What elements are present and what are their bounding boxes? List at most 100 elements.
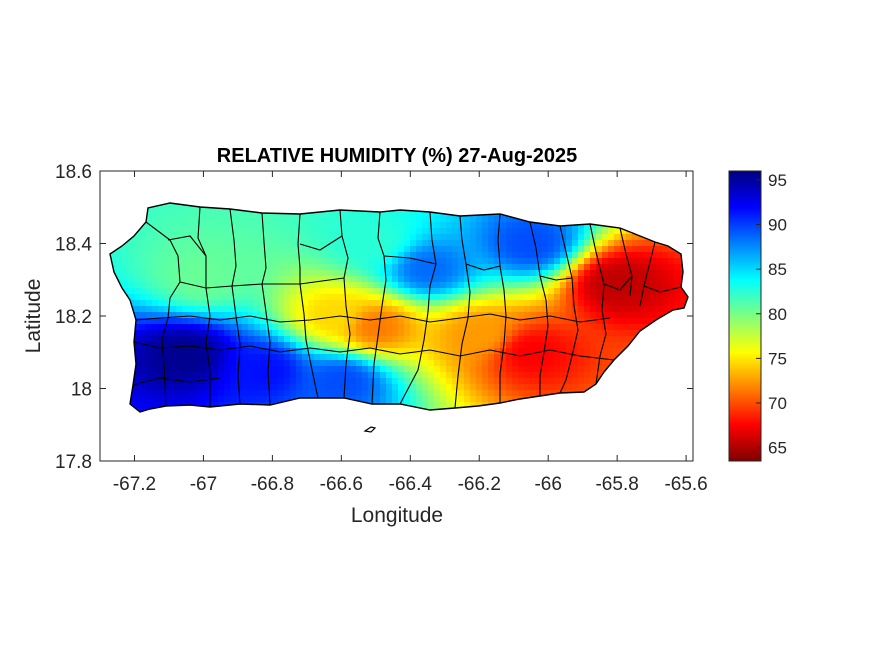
humidity-cell bbox=[506, 354, 513, 361]
humidity-cell bbox=[230, 258, 237, 265]
humidity-cell bbox=[122, 282, 129, 289]
humidity-cell bbox=[620, 276, 627, 283]
humidity-cell bbox=[164, 270, 171, 277]
humidity-cell bbox=[230, 366, 237, 373]
humidity-cell bbox=[302, 300, 309, 307]
humidity-cell bbox=[212, 270, 219, 277]
caja-de-muertos-islet bbox=[363, 426, 377, 433]
humidity-cell bbox=[398, 378, 405, 385]
humidity-cell bbox=[386, 324, 393, 331]
humidity-cell bbox=[404, 306, 411, 313]
humidity-cell bbox=[548, 390, 555, 397]
humidity-cell bbox=[428, 270, 435, 277]
humidity-cell bbox=[392, 294, 399, 301]
humidity-cell bbox=[398, 354, 405, 361]
humidity-cell bbox=[158, 282, 165, 289]
humidity-cell bbox=[380, 318, 387, 325]
humidity-cell bbox=[302, 378, 309, 385]
humidity-cell bbox=[320, 288, 327, 295]
humidity-cell bbox=[248, 372, 255, 379]
humidity-cell bbox=[452, 378, 459, 385]
humidity-cell bbox=[536, 342, 543, 349]
humidity-cell bbox=[284, 390, 291, 397]
humidity-cell bbox=[218, 330, 225, 337]
humidity-cell bbox=[590, 240, 597, 247]
humidity-cell bbox=[608, 276, 615, 283]
humidity-cell bbox=[572, 276, 579, 283]
humidity-cell bbox=[440, 228, 447, 235]
humidity-cell bbox=[542, 240, 549, 247]
humidity-cell bbox=[614, 234, 621, 241]
humidity-cell bbox=[560, 294, 567, 301]
humidity-cell bbox=[332, 342, 339, 349]
humidity-cell bbox=[482, 246, 489, 253]
humidity-cell bbox=[320, 342, 327, 349]
humidity-cell bbox=[320, 378, 327, 385]
humidity-cell bbox=[308, 324, 315, 331]
humidity-cell bbox=[176, 330, 183, 337]
humidity-cell bbox=[212, 372, 219, 379]
humidity-cell bbox=[596, 306, 603, 313]
humidity-cell bbox=[314, 384, 321, 391]
humidity-cell bbox=[314, 282, 321, 289]
humidity-cell bbox=[452, 264, 459, 271]
humidity-cell bbox=[464, 258, 471, 265]
humidity-cell bbox=[440, 402, 447, 409]
humidity-cell bbox=[470, 348, 477, 355]
humidity-cell bbox=[194, 348, 201, 355]
humidity-cell bbox=[500, 366, 507, 373]
humidity-cell bbox=[278, 336, 285, 343]
humidity-cell bbox=[152, 204, 159, 211]
humidity-cell bbox=[152, 234, 159, 241]
humidity-cell bbox=[428, 246, 435, 253]
humidity-cell bbox=[632, 330, 639, 337]
humidity-cell bbox=[368, 336, 375, 343]
humidity-cell bbox=[536, 390, 543, 397]
humidity-cell bbox=[266, 306, 273, 313]
humidity-cell bbox=[554, 318, 561, 325]
humidity-cell bbox=[362, 366, 369, 373]
humidity-cell bbox=[488, 348, 495, 355]
humidity-cell bbox=[242, 354, 249, 361]
humidity-cell bbox=[206, 258, 213, 265]
humidity-cell bbox=[140, 402, 147, 409]
municipality-boundary bbox=[161, 297, 171, 407]
humidity-cell bbox=[560, 282, 567, 289]
humidity-cell bbox=[458, 282, 465, 289]
humidity-cell bbox=[398, 270, 405, 277]
humidity-cell bbox=[134, 306, 141, 313]
humidity-cell bbox=[170, 234, 177, 241]
humidity-cell bbox=[230, 246, 237, 253]
humidity-cell bbox=[506, 366, 513, 373]
humidity-cell bbox=[536, 312, 543, 319]
humidity-cell bbox=[368, 228, 375, 235]
humidity-cell bbox=[296, 270, 303, 277]
humidity-cell bbox=[386, 360, 393, 367]
humidity-cell bbox=[434, 276, 441, 283]
humidity-cell bbox=[590, 294, 597, 301]
humidity-cell bbox=[272, 312, 279, 319]
humidity-cell bbox=[116, 264, 123, 271]
humidity-cell bbox=[284, 378, 291, 385]
municipality-boundary bbox=[539, 275, 573, 281]
humidity-cell bbox=[410, 210, 417, 217]
humidity-cell bbox=[272, 378, 279, 385]
humidity-cell bbox=[236, 276, 243, 283]
humidity-cell bbox=[434, 366, 441, 373]
humidity-cell bbox=[284, 264, 291, 271]
humidity-cell bbox=[470, 258, 477, 265]
humidity-cell bbox=[482, 330, 489, 337]
humidity-cell bbox=[392, 336, 399, 343]
humidity-cell bbox=[176, 246, 183, 253]
humidity-cell bbox=[638, 258, 645, 265]
humidity-cell bbox=[458, 378, 465, 385]
humidity-cell bbox=[578, 240, 585, 247]
humidity-cell bbox=[602, 258, 609, 265]
humidity-cell bbox=[422, 348, 429, 355]
humidity-cell bbox=[404, 312, 411, 319]
humidity-cell bbox=[422, 336, 429, 343]
humidity-cell bbox=[476, 366, 483, 373]
humidity-cell bbox=[146, 306, 153, 313]
humidity-cell bbox=[506, 378, 513, 385]
humidity-cell bbox=[524, 282, 531, 289]
